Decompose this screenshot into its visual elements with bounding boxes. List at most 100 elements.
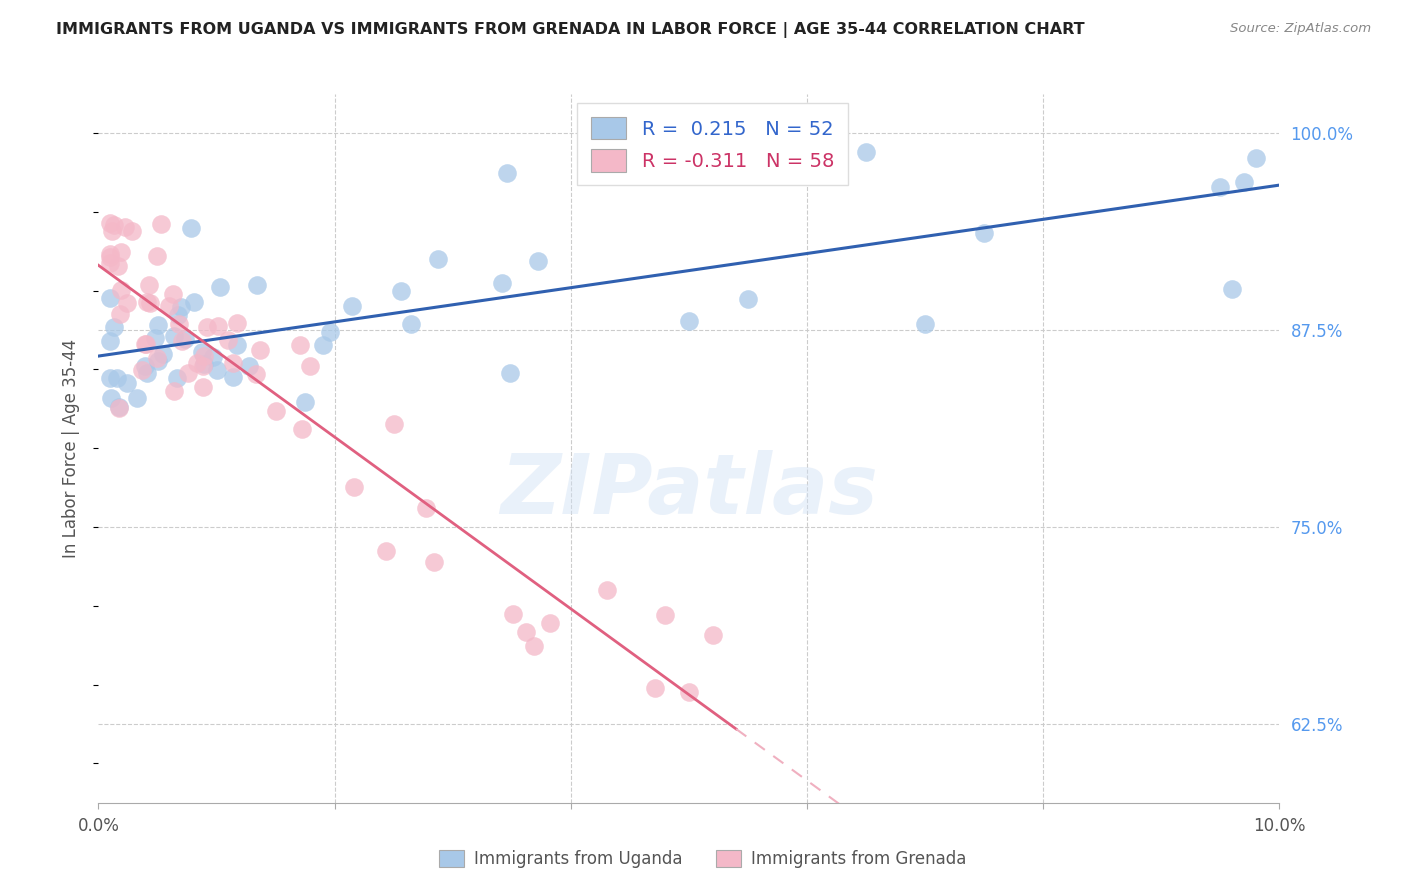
Point [150, 218, 173, 232]
Point [264, 404, 287, 418]
Legend: R =  0.215   N = 52, R = -0.311   N = 58: R = 0.215 N = 52, R = -0.311 N = 58 [578, 103, 848, 186]
Point [107, 259, 129, 273]
Point [222, 356, 245, 370]
Point [103, 320, 125, 334]
Point [138, 278, 160, 293]
Point [98, 247, 121, 261]
Point [98, 291, 121, 305]
Point [103, 219, 125, 233]
Point [312, 338, 335, 352]
Point [162, 287, 184, 301]
Point [193, 358, 215, 372]
Point [152, 347, 174, 361]
Point [146, 318, 169, 332]
Point [1233, 175, 1256, 189]
Point [145, 331, 167, 345]
Point [98, 256, 121, 270]
Point [174, 332, 197, 346]
Point [318, 325, 340, 339]
Point [1220, 282, 1243, 296]
Point [186, 356, 208, 370]
Point [170, 301, 193, 315]
Point [191, 345, 214, 359]
Point [515, 625, 537, 640]
Point [343, 479, 366, 493]
Point [973, 226, 995, 240]
Point [288, 338, 311, 352]
Point [183, 294, 205, 309]
Point [702, 628, 724, 642]
Point [225, 317, 247, 331]
Y-axis label: In Labor Force | Age 35-44: In Labor Force | Age 35-44 [62, 339, 80, 558]
Point [177, 366, 200, 380]
Point [167, 318, 190, 332]
Legend: Immigrants from Uganda, Immigrants from Grenada: Immigrants from Uganda, Immigrants from … [433, 843, 973, 875]
Point [163, 329, 186, 343]
Point [523, 639, 546, 653]
Point [134, 359, 156, 374]
Point [108, 400, 131, 414]
Point [98, 371, 121, 385]
Point [238, 359, 260, 373]
Point [201, 350, 224, 364]
Point [225, 338, 247, 352]
Point [499, 366, 522, 380]
Point [170, 334, 193, 348]
Point [654, 608, 676, 623]
Point [121, 224, 143, 238]
Point [98, 216, 121, 230]
Point [678, 685, 700, 699]
Point [502, 607, 524, 621]
Point [205, 362, 228, 376]
Point [427, 252, 450, 266]
Point [491, 276, 513, 290]
Point [374, 543, 396, 558]
Point [163, 384, 186, 399]
Point [245, 367, 267, 381]
Point [195, 319, 218, 334]
Point [855, 145, 877, 160]
Point [135, 366, 157, 380]
Point [191, 380, 214, 394]
Point [1244, 151, 1267, 165]
Point [796, 143, 818, 157]
Point [134, 336, 156, 351]
Point [422, 555, 444, 569]
Point [108, 401, 131, 416]
Point [737, 293, 759, 307]
Point [167, 308, 190, 322]
Point [110, 283, 132, 297]
Point [389, 285, 412, 299]
Point [191, 359, 214, 373]
Point [382, 417, 405, 431]
Point [166, 371, 188, 385]
Point [538, 615, 561, 630]
Point [222, 369, 245, 384]
Point [135, 336, 157, 351]
Point [399, 317, 422, 331]
Point [98, 334, 121, 348]
Point [131, 362, 153, 376]
Point [136, 295, 159, 310]
Point [495, 166, 517, 180]
Point [110, 245, 132, 260]
Point [146, 351, 169, 366]
Point [157, 299, 180, 313]
Point [1209, 179, 1232, 194]
Point [246, 278, 269, 293]
Point [146, 250, 169, 264]
Point [249, 343, 271, 357]
Point [115, 376, 138, 391]
Point [415, 501, 437, 516]
Point [101, 224, 124, 238]
Point [340, 300, 363, 314]
Point [294, 394, 316, 409]
Point [527, 254, 550, 268]
Point [146, 354, 169, 368]
Point [914, 318, 936, 332]
Point [291, 422, 314, 436]
Point [115, 296, 138, 310]
Point [299, 359, 322, 373]
Text: IMMIGRANTS FROM UGANDA VS IMMIGRANTS FROM GRENADA IN LABOR FORCE | AGE 35-44 COR: IMMIGRANTS FROM UGANDA VS IMMIGRANTS FRO… [56, 22, 1085, 38]
Point [180, 220, 202, 235]
